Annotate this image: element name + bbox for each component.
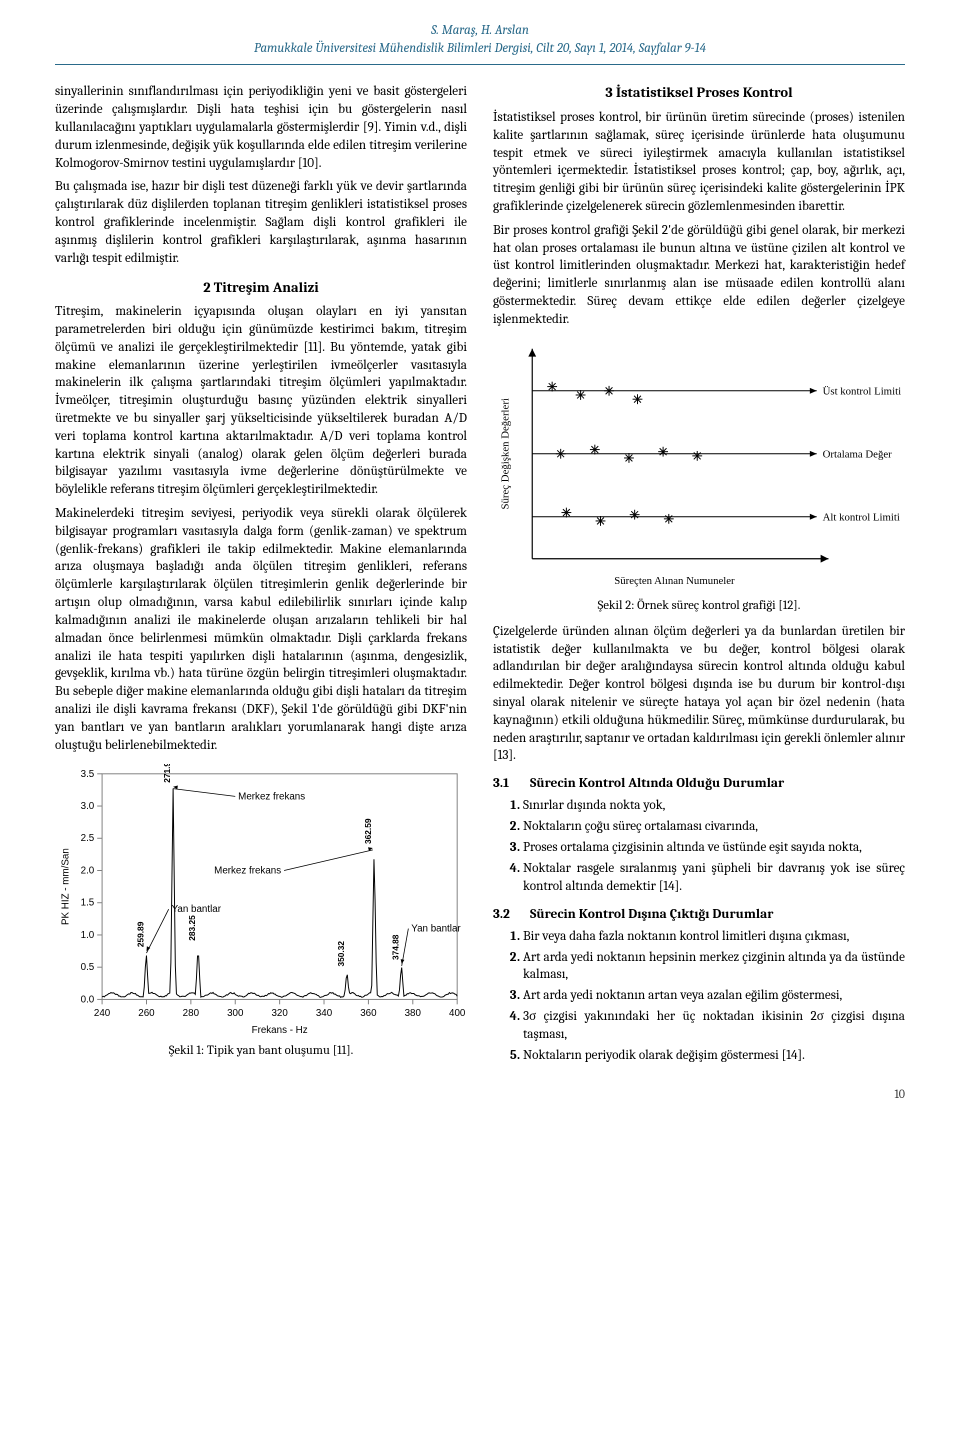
svg-text:3.0: 3.0	[81, 801, 95, 812]
svg-text:0.0: 0.0	[81, 995, 95, 1006]
list-item: Sınırlar dışında nokta yok,	[523, 797, 905, 815]
paragraph: İstatistiksel proses kontrol, bir ürünün…	[493, 109, 905, 216]
svg-text:Süreç Değişken Değerleri: Süreç Değişken Değerleri	[500, 398, 512, 509]
svg-text:320: 320	[271, 1008, 288, 1019]
page-number: 10	[55, 1086, 905, 1102]
figure-1-chart: 240 260 280 300 320 340 360 380 400 0.0 0.5 1.0 1.5 2…	[55, 764, 467, 1039]
header-authors: S. Maraş, H. Arslan	[431, 23, 529, 38]
paragraph: Bu çalışmada ise, hazır bir dişli test d…	[55, 178, 467, 267]
subsection-3-1-title: Sürecin Kontrol Altında Olduğu Durumlar	[530, 776, 784, 791]
figure-2-caption: Şekil 2: Örnek süreç kontrol grafiği [12…	[493, 598, 905, 615]
svg-text:374.88: 374.88	[390, 935, 400, 961]
svg-text:1.0: 1.0	[81, 930, 95, 941]
subsection-3-2-title: Sürecin Kontrol Dışına Çıktığı Durumlar	[530, 907, 773, 922]
svg-text:Merkez frekans: Merkez frekans	[238, 792, 305, 803]
svg-text:Yan bantlar: Yan bantlar	[172, 904, 222, 915]
section-2-title: 2 Titreşim Analizi	[55, 278, 467, 298]
paragraph: Bir proses kontrol grafiği Şekil 2'de gö…	[493, 222, 905, 329]
subsection-3-2-number: 3.2	[493, 906, 527, 924]
figure-2-chart: Üst kontrol Limiti Ortalama Değer Alt kont…	[493, 339, 905, 594]
figure-1-caption: Şekil 1: Tipik yan bant oluşumu [11].	[55, 1043, 467, 1060]
svg-text:362.59: 362.59	[363, 819, 373, 845]
svg-text:400: 400	[449, 1008, 466, 1019]
svg-text:Alt kontrol Limiti: Alt kontrol Limiti	[823, 511, 900, 523]
svg-text:0.5: 0.5	[81, 963, 95, 974]
svg-text:280: 280	[183, 1008, 200, 1019]
two-column-body: sinyallerinin sınıflandırılması için per…	[55, 83, 905, 1070]
svg-text:Merkez frekans: Merkez frekans	[214, 866, 281, 877]
section-3-title: 3 İstatistiksel Proses Kontrol	[493, 83, 905, 103]
svg-text:271.99: 271.99	[162, 764, 172, 783]
svg-text:2.0: 2.0	[81, 866, 95, 877]
subsection-3-2-heading: 3.2 Sürecin Kontrol Dışına Çıktığı Durum…	[493, 906, 905, 924]
svg-text:2.5: 2.5	[81, 834, 95, 845]
paragraph: sinyallerinin sınıflandırılması için per…	[55, 83, 467, 172]
paragraph: Makinelerdeki titreşim seviyesi, periyod…	[55, 505, 467, 754]
list-item: Noktalar rasgele sıralanmış yani şüpheli…	[523, 860, 905, 896]
svg-text:Süreçten Alınan Numuneler: Süreçten Alınan Numuneler	[614, 575, 735, 587]
svg-text:Üst kontrol Limiti: Üst kontrol Limiti	[823, 385, 901, 397]
svg-text:PK HIZ - mm/San: PK HIZ - mm/San	[61, 849, 72, 926]
list-item: Noktaların periyodik olarak değişim göst…	[523, 1047, 905, 1065]
list-item: Art arda yedi noktanın hepsinin merkez ç…	[523, 949, 905, 985]
svg-text:Ortalama Değer: Ortalama Değer	[823, 448, 893, 460]
list-item: Art arda yedi noktanın artan veya azalan…	[523, 987, 905, 1005]
list-3-1: Sınırlar dışında nokta yok, Noktaların ço…	[493, 797, 905, 895]
svg-text:240: 240	[94, 1008, 111, 1019]
svg-text:259.89: 259.89	[135, 922, 145, 948]
figure-2: Üst kontrol Limiti Ortalama Değer Alt kont…	[493, 339, 905, 615]
svg-text:260: 260	[138, 1008, 155, 1019]
header-journal: Pamukkale Üniversitesi Mühendislik Bilim…	[254, 41, 706, 56]
svg-text:360: 360	[360, 1008, 377, 1019]
svg-text:340: 340	[316, 1008, 333, 1019]
list-item: Bir veya daha fazla noktanın kontrol lim…	[523, 928, 905, 946]
subsection-3-1-number: 3.1	[493, 775, 527, 793]
figure-1: 240 260 280 300 320 340 360 380 400 0.0 0.5 1.0 1.5 2…	[55, 764, 467, 1060]
list-3-2: Bir veya daha fazla noktanın kontrol lim…	[493, 928, 905, 1065]
paragraph: Titreşim, makinelerin içyapısında oluşan…	[55, 303, 467, 499]
list-item: 3σ çizgisi yakınındaki her üç noktadan i…	[523, 1008, 905, 1044]
list-item: Noktaların çoğu süreç ortalaması civarın…	[523, 818, 905, 836]
svg-text:300: 300	[227, 1008, 244, 1019]
svg-text:Frekans - Hz: Frekans - Hz	[252, 1025, 308, 1036]
running-header: S. Maraş, H. Arslan Pamukkale Üniversite…	[55, 22, 905, 65]
list-item: Proses ortalama çizgisinin altında ve üs…	[523, 839, 905, 857]
svg-text:3.5: 3.5	[81, 769, 95, 780]
subsection-3-1-heading: 3.1 Sürecin Kontrol Altında Olduğu Durum…	[493, 775, 905, 793]
svg-text:1.5: 1.5	[81, 898, 95, 909]
svg-text:380: 380	[405, 1008, 422, 1019]
paragraph: Çizelgelerde üründen alınan ölçüm değerl…	[493, 623, 905, 766]
svg-text:283.25: 283.25	[187, 915, 197, 941]
svg-text:Yan bantlar: Yan bantlar	[411, 924, 461, 935]
svg-text:350.32: 350.32	[336, 941, 346, 967]
